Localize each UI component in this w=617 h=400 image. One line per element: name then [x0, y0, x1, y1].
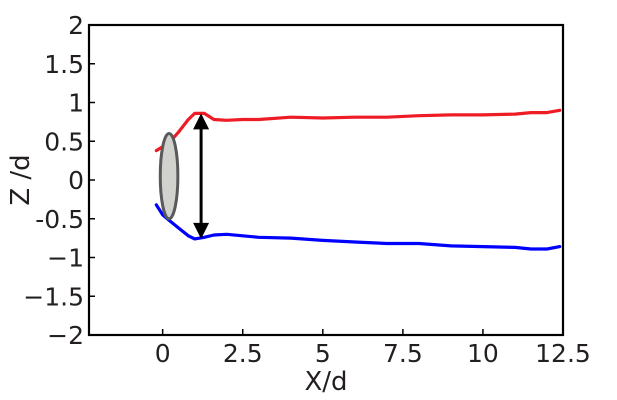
series-line-2: [154, 203, 562, 251]
annotation-layer: [158, 113, 210, 239]
y-tick-label: 2: [68, 11, 84, 40]
series-layer: [154, 108, 562, 251]
tick-layer: 0 2.5 5 7.5 10 12.5 2 1.5 1 0.5 0 -0.5 −1 −1.5 −2: [23, 11, 591, 368]
cylinder-cross-section-ellipse: [158, 132, 180, 221]
x-tick-label: 7.5: [383, 339, 423, 368]
x-tick-label: 2.5: [223, 339, 263, 368]
y-axis-label: Z /d: [6, 154, 36, 205]
x-axis-label: X/d: [304, 367, 347, 397]
arrowhead-down: [193, 222, 210, 239]
y-tick-label: −2: [47, 321, 84, 350]
series-line-1: [154, 108, 562, 153]
y-tick-label: 1: [68, 89, 84, 118]
y-tick-label: -0.5: [35, 205, 84, 234]
y-tick-label: −1: [47, 244, 84, 273]
y-tick-label: 1.5: [44, 50, 84, 79]
y-tick-label: 0.5: [44, 127, 84, 156]
x-tick-label: 10: [467, 339, 499, 368]
y-tick-label: −1.5: [23, 282, 84, 311]
x-tick-label: 0: [155, 339, 171, 368]
x-tick-label: 5: [315, 339, 331, 368]
y-tick-label: 0: [68, 166, 84, 195]
x-tick-label: 12.5: [535, 339, 591, 368]
arrowhead-up: [193, 113, 210, 130]
